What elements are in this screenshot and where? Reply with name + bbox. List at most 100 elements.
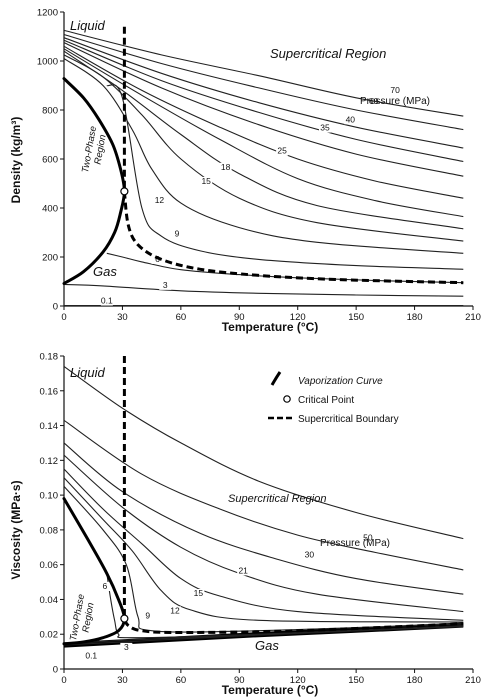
x-tick-label: 210 xyxy=(465,675,481,686)
x-tick-label: 120 xyxy=(290,675,306,686)
y-tick-label: 1000 xyxy=(37,57,58,68)
isobar-label-12: 12 xyxy=(170,605,180,615)
density-chart: 0 30 60 90 120 150 180 210 02004006008001000120… xyxy=(9,8,481,335)
x-tick-label: 0 xyxy=(61,312,66,323)
density-supercritical-label: Supercritical Region xyxy=(270,46,386,61)
isobar-label-bg xyxy=(98,582,111,592)
isobar-label-bg xyxy=(85,651,98,661)
isobar-label-bg xyxy=(318,123,331,133)
isobar-label-70: 70 xyxy=(390,85,400,95)
density-vaporization-curve xyxy=(62,77,126,285)
isobar-label-40: 40 xyxy=(346,114,356,124)
isobar-label-bg xyxy=(237,566,250,576)
y-tick-label: 600 xyxy=(42,155,58,166)
y-tick-label: 400 xyxy=(42,204,58,215)
isobar-label-bg xyxy=(153,196,166,206)
legend-vaporization-swatch xyxy=(270,371,282,386)
density-ylabel: Density (kg/m³) xyxy=(9,117,23,204)
isobar-label-bg xyxy=(141,611,154,621)
density-liquid-label: Liquid xyxy=(70,18,105,33)
y-tick-label: 0.06 xyxy=(40,560,59,571)
isobar-70 xyxy=(63,365,464,540)
isobar-label-35: 35 xyxy=(320,123,330,133)
isobar-label-bg xyxy=(389,85,402,95)
x-tick-label: 90 xyxy=(234,312,245,323)
viscosity-pressure-title: Pressure (MPa) xyxy=(320,538,390,549)
isobar-label-30: 30 xyxy=(305,550,315,560)
isobar-label-50: 50 xyxy=(363,532,373,542)
isobar-label-bg xyxy=(120,642,133,652)
x-tick-label: 180 xyxy=(407,312,423,323)
isobar-label-bg xyxy=(219,162,232,172)
isobar-label-bg xyxy=(159,280,172,290)
x-tick-label: 30 xyxy=(117,312,128,323)
x-tick-label: 150 xyxy=(348,675,364,686)
viscosity-y-ticks: 0 0.02 0.04 0.06 0.08 0.10 0.12 0.14 0.16 0.18 xyxy=(40,352,64,676)
y-tick-label: 1200 xyxy=(37,8,58,19)
y-tick-label: 200 xyxy=(42,253,58,264)
viscosity-legend: Vaporization Curve Critical Point Superc… xyxy=(268,371,399,425)
x-tick-label: 210 xyxy=(465,312,481,323)
isobar-35 xyxy=(63,39,464,163)
isobar-15 xyxy=(63,468,464,621)
isobar-70 xyxy=(63,29,464,117)
x-tick-label: 180 xyxy=(407,675,423,686)
isobar-label-15: 15 xyxy=(194,588,204,598)
viscosity-x-ticks: 0 30 60 90 120 150 180 210 xyxy=(61,669,481,686)
density-supercritical-boundary xyxy=(122,26,464,285)
isobar-21 xyxy=(63,454,464,613)
x-tick-label: 150 xyxy=(348,312,364,323)
y-tick-label: 0 xyxy=(53,665,58,676)
isobar-12 xyxy=(63,58,464,254)
isobar-label-0-1: 0.1 xyxy=(101,296,113,306)
isobar-label-25: 25 xyxy=(277,146,287,156)
viscosity-supercritical-boundary xyxy=(122,356,464,635)
density-critical-point xyxy=(120,187,129,196)
isobar-label-bg xyxy=(192,588,205,598)
isobar-label-3: 3 xyxy=(163,280,168,290)
isobar-25 xyxy=(63,45,464,199)
isobar-12 xyxy=(63,477,464,623)
y-tick-label: 0 xyxy=(53,302,58,313)
viscosity-chart: 0 30 60 90 120 150 180 210 0 0.02 0.04 0.06 0.08 0.1… xyxy=(9,352,481,697)
isobar-label-18: 18 xyxy=(221,162,231,172)
isobar-60 xyxy=(63,33,464,131)
isobar-label-bg xyxy=(200,176,213,186)
viscosity-supercritical-label: Supercritical Region xyxy=(228,493,326,505)
density-xlabel: Temperature (°C) xyxy=(222,320,319,334)
x-tick-label: 60 xyxy=(176,675,187,686)
viscosity-xlabel: Temperature (°C) xyxy=(222,683,319,697)
density-y-ticks: 0 200 400 600 800 1000 1200 xyxy=(37,8,64,313)
isobar-6 xyxy=(106,573,464,639)
legend-critical-point-label: Critical Point xyxy=(298,395,354,406)
y-tick-label: 0.12 xyxy=(40,456,59,467)
viscosity-isobars: 0.1 3 6 9 12 15 21 30 50 xyxy=(63,365,464,661)
isobar-9 xyxy=(106,84,464,270)
isobar-label-12: 12 xyxy=(155,195,165,205)
y-tick-label: 0.10 xyxy=(40,491,59,502)
isobar-label-bg xyxy=(303,550,316,560)
isobar-label-9: 9 xyxy=(175,229,180,239)
isobar-label-bg xyxy=(170,229,183,239)
x-tick-label: 60 xyxy=(176,312,187,323)
viscosity-ylabel: Viscosity (MPa·s) xyxy=(9,480,23,579)
y-tick-label: 0.18 xyxy=(40,352,59,363)
viscosity-liquid-label: Liquid xyxy=(70,365,105,380)
legend-critical-point-swatch xyxy=(283,395,291,403)
viscosity-gas-label: Gas xyxy=(255,638,279,653)
y-tick-label: 0.08 xyxy=(40,525,59,536)
x-tick-label: 90 xyxy=(234,675,245,686)
isobar-50 xyxy=(63,419,464,571)
isobar-label-bg xyxy=(169,606,182,616)
y-tick-label: 0.16 xyxy=(40,386,59,397)
isobar-label-bg xyxy=(344,115,357,125)
legend-vaporization-label: Vaporization Curve xyxy=(298,376,383,387)
isobar-label-3: 3 xyxy=(124,642,129,652)
x-tick-label: 0 xyxy=(61,675,66,686)
density-two-phase-label-2: Region xyxy=(93,134,109,166)
x-tick-label: 120 xyxy=(290,312,306,323)
isobar-21 xyxy=(63,48,464,218)
y-tick-label: 0.04 xyxy=(40,595,59,606)
isobar-30 xyxy=(63,42,464,177)
